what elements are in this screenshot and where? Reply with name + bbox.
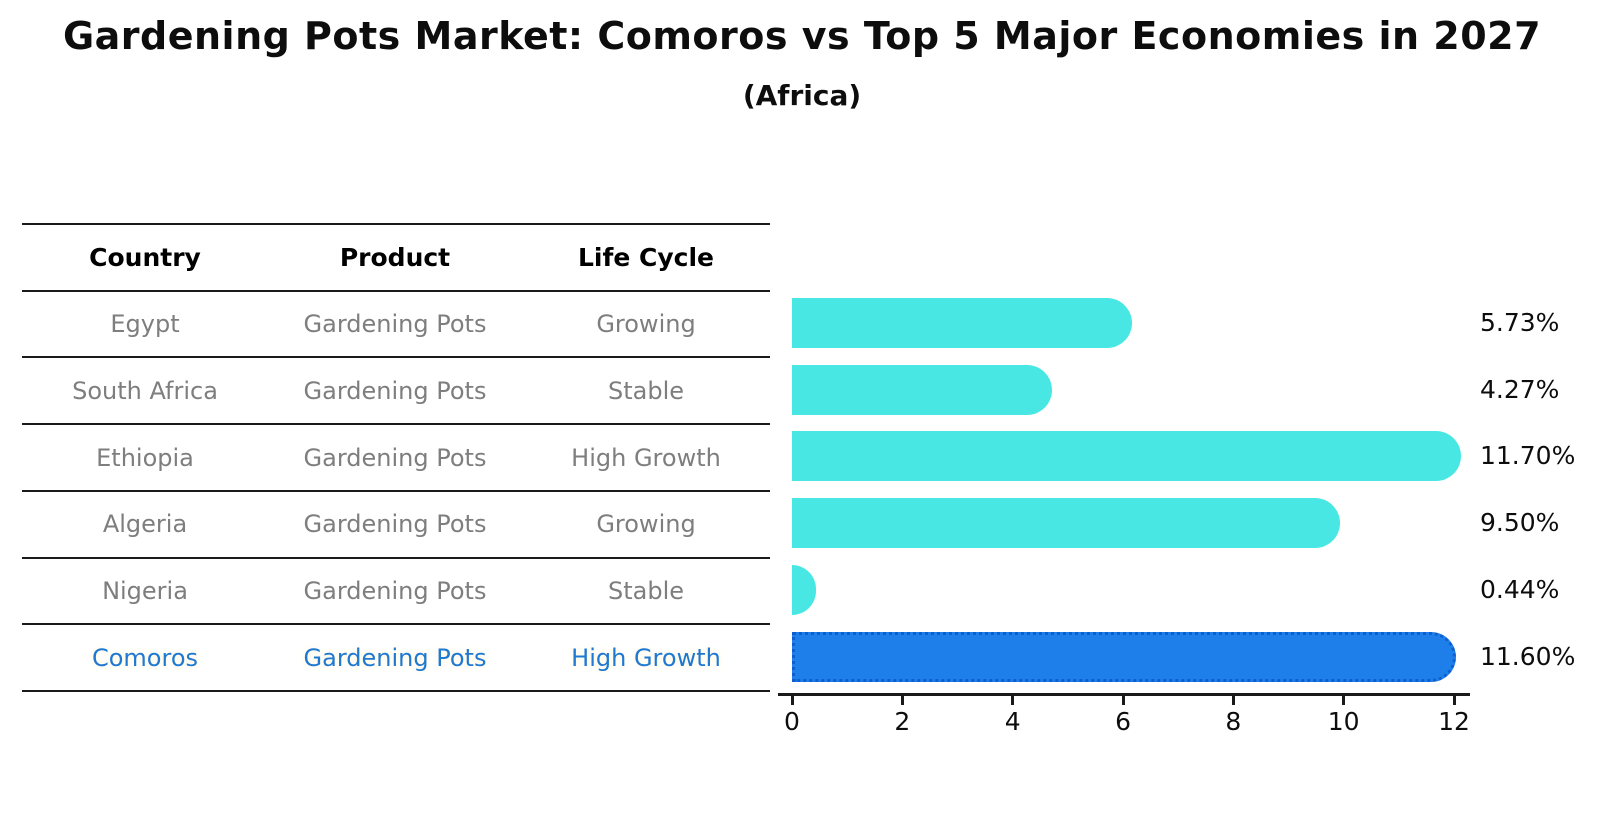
- bar-south-africa: [792, 364, 1052, 415]
- x-axis-tick: [1011, 696, 1015, 705]
- table-row: South Africa Gardening Pots Stable: [22, 358, 770, 426]
- table-row: Ethiopia Gardening Pots High Growth: [22, 425, 770, 492]
- column-header-life-cycle: Life Cycle: [577, 242, 715, 272]
- x-axis-tick-label: 2: [894, 707, 911, 736]
- cell-life-cycle: Stable: [607, 576, 685, 605]
- x-axis-tick-label: 10: [1327, 707, 1360, 736]
- cell-country: Algeria: [102, 510, 188, 539]
- value-label: 5.73%: [1480, 308, 1560, 338]
- bar-nigeria: [792, 564, 817, 615]
- cell-life-cycle: Stable: [607, 376, 685, 405]
- x-axis-tick-label: 12: [1438, 707, 1470, 736]
- bar-egypt: [792, 298, 1133, 349]
- chart-subtitle: (Africa): [742, 79, 862, 112]
- bar-comoros: [792, 631, 1456, 682]
- cell-life-cycle: High Growth: [571, 643, 721, 672]
- table-header-row: Country Product Life Cycle: [22, 225, 770, 292]
- x-axis-tick: [1121, 696, 1125, 705]
- cell-country: Ethiopia: [96, 443, 194, 472]
- chart-title: Gardening Pots Market: Comoros vs Top 5 …: [62, 14, 1542, 58]
- cell-product: Gardening Pots: [303, 376, 487, 405]
- x-axis-tick-label: 4: [1004, 707, 1021, 736]
- cell-life-cycle: High Growth: [571, 443, 721, 472]
- x-axis-tick-label: 6: [1115, 707, 1131, 736]
- table-row: Comoros Gardening Pots High Growth: [22, 625, 770, 693]
- x-axis: [778, 693, 1470, 696]
- table-row: Egypt Gardening Pots Growing: [22, 292, 770, 359]
- cell-country: Nigeria: [102, 576, 188, 605]
- country-table: Country Product Life Cycle Egypt Gardeni…: [22, 223, 770, 693]
- table-row: Nigeria Gardening Pots Stable: [22, 559, 770, 626]
- value-label: 9.50%: [1480, 508, 1560, 538]
- cell-country: Egypt: [110, 310, 180, 339]
- cell-product: Gardening Pots: [303, 576, 487, 605]
- column-header-country: Country: [89, 242, 201, 272]
- bar-algeria: [792, 498, 1341, 549]
- column-header-product: Product: [339, 242, 451, 272]
- x-axis-tick: [790, 696, 794, 705]
- cell-product: Gardening Pots: [303, 310, 487, 339]
- x-axis-tick-label: 0: [784, 707, 800, 736]
- bar-ethiopia: [792, 431, 1462, 482]
- value-label: 0.44%: [1480, 574, 1560, 604]
- x-axis-tick: [900, 696, 904, 705]
- cell-product: Gardening Pots: [303, 643, 487, 672]
- cell-life-cycle: Growing: [596, 310, 696, 339]
- cell-product: Gardening Pots: [303, 443, 487, 472]
- x-axis-tick: [1342, 696, 1346, 705]
- x-axis-tick: [1452, 696, 1456, 705]
- value-label: 4.27%: [1480, 374, 1560, 404]
- value-label: 11.60%: [1480, 641, 1576, 671]
- x-axis-tick: [1231, 696, 1235, 705]
- x-axis-tick-label: 8: [1225, 707, 1242, 736]
- cell-country: South Africa: [72, 376, 218, 405]
- cell-life-cycle: Growing: [596, 510, 696, 539]
- cell-product: Gardening Pots: [303, 510, 487, 539]
- table-row: Algeria Gardening Pots Growing: [22, 492, 770, 559]
- value-label: 11.70%: [1480, 441, 1576, 471]
- cell-country: Comoros: [91, 643, 199, 672]
